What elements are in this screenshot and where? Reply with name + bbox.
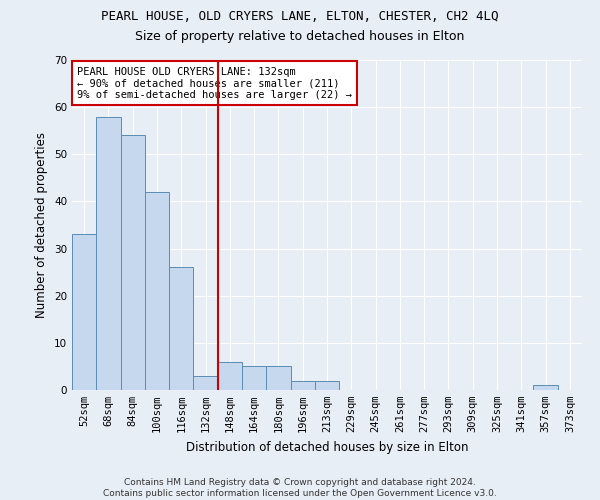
Bar	[290, 380, 315, 390]
Bar	[121, 136, 145, 390]
Bar	[145, 192, 169, 390]
Bar	[315, 380, 339, 390]
Bar	[72, 234, 96, 390]
Bar	[169, 268, 193, 390]
Text: PEARL HOUSE OLD CRYERS LANE: 132sqm
← 90% of detached houses are smaller (211)
9: PEARL HOUSE OLD CRYERS LANE: 132sqm ← 90…	[77, 66, 352, 100]
Bar	[193, 376, 218, 390]
Text: Contains HM Land Registry data © Crown copyright and database right 2024.
Contai: Contains HM Land Registry data © Crown c…	[103, 478, 497, 498]
Text: PEARL HOUSE, OLD CRYERS LANE, ELTON, CHESTER, CH2 4LQ: PEARL HOUSE, OLD CRYERS LANE, ELTON, CHE…	[101, 10, 499, 23]
Bar	[242, 366, 266, 390]
Bar	[96, 116, 121, 390]
Bar	[533, 386, 558, 390]
Y-axis label: Number of detached properties: Number of detached properties	[35, 132, 49, 318]
X-axis label: Distribution of detached houses by size in Elton: Distribution of detached houses by size …	[186, 440, 468, 454]
Bar	[218, 362, 242, 390]
Bar	[266, 366, 290, 390]
Text: Size of property relative to detached houses in Elton: Size of property relative to detached ho…	[136, 30, 464, 43]
